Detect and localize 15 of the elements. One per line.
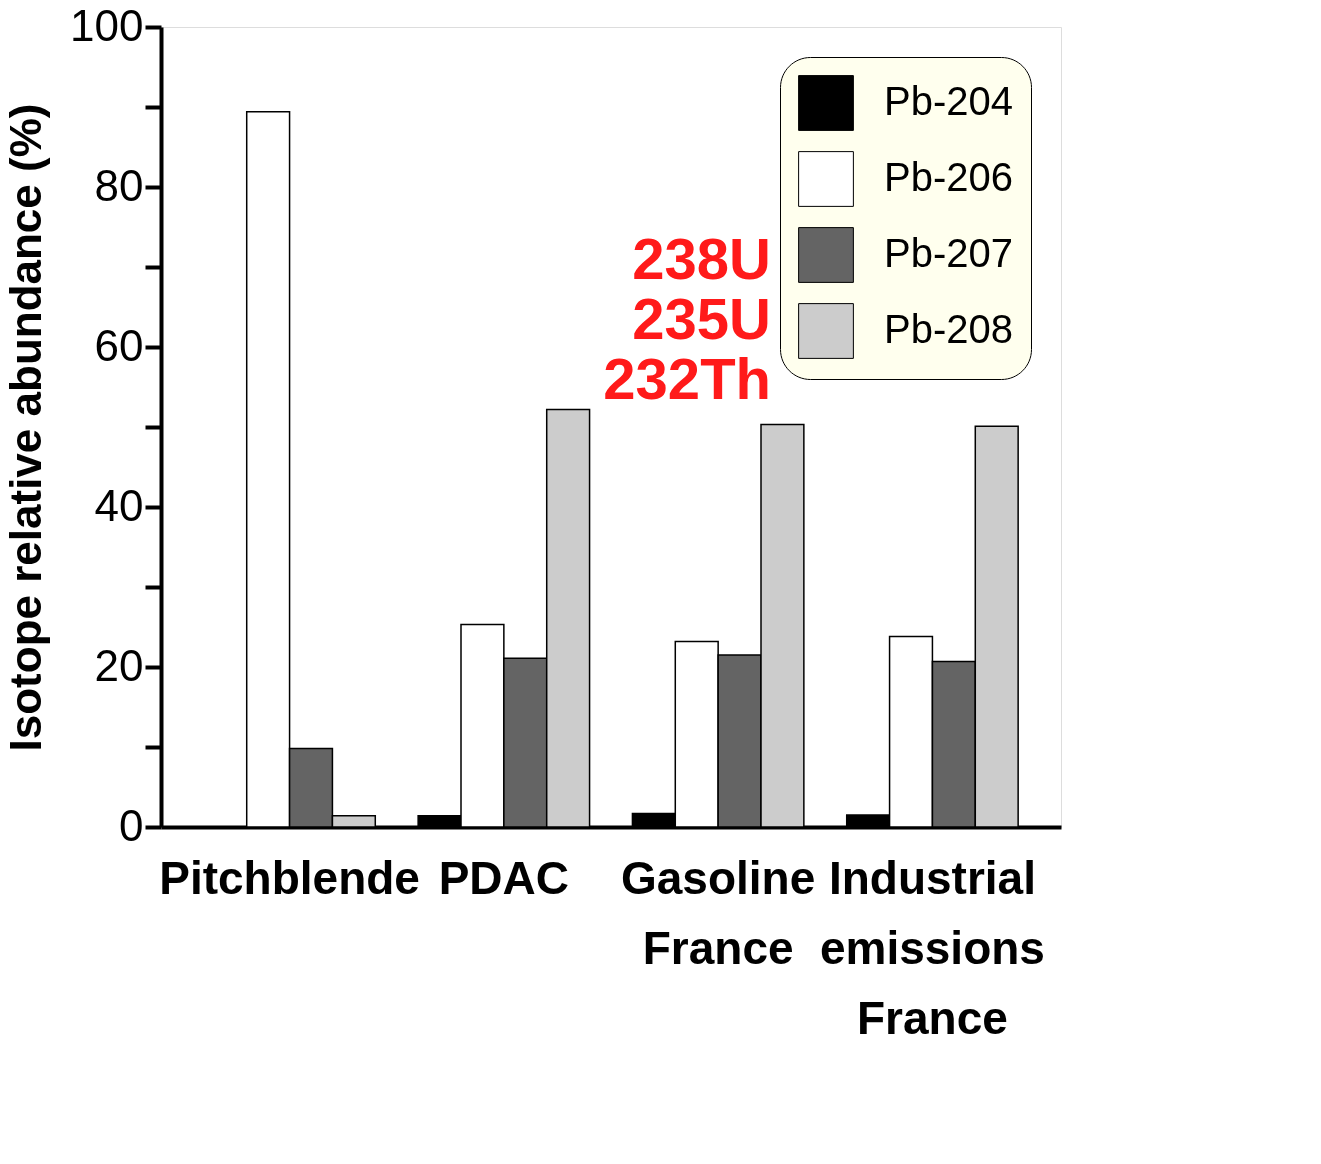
y-tick-label: 60 bbox=[94, 320, 144, 370]
y-axis-title: Isotope relative abundance (%) bbox=[1, 103, 51, 752]
legend-label: Pb-208 bbox=[884, 307, 1013, 351]
x-tick-label: Gasoline France bbox=[620, 851, 816, 974]
y-tick-label: 0 bbox=[119, 800, 144, 850]
legend-label: Pb-206 bbox=[884, 155, 1013, 199]
legend-label: Pb-204 bbox=[884, 79, 1013, 123]
x-tick-label: PDAC bbox=[438, 851, 570, 904]
x-tick-label: Pitchblende bbox=[159, 851, 420, 904]
y-tick-label: 100 bbox=[70, 0, 144, 50]
y-tick-label: 40 bbox=[94, 480, 144, 530]
y-tick-label: 20 bbox=[94, 640, 144, 690]
legend-label: Pb-207 bbox=[884, 231, 1013, 275]
y-tick-label: 80 bbox=[94, 160, 144, 210]
x-tick-label: Industrial emissions France bbox=[819, 851, 1045, 1044]
